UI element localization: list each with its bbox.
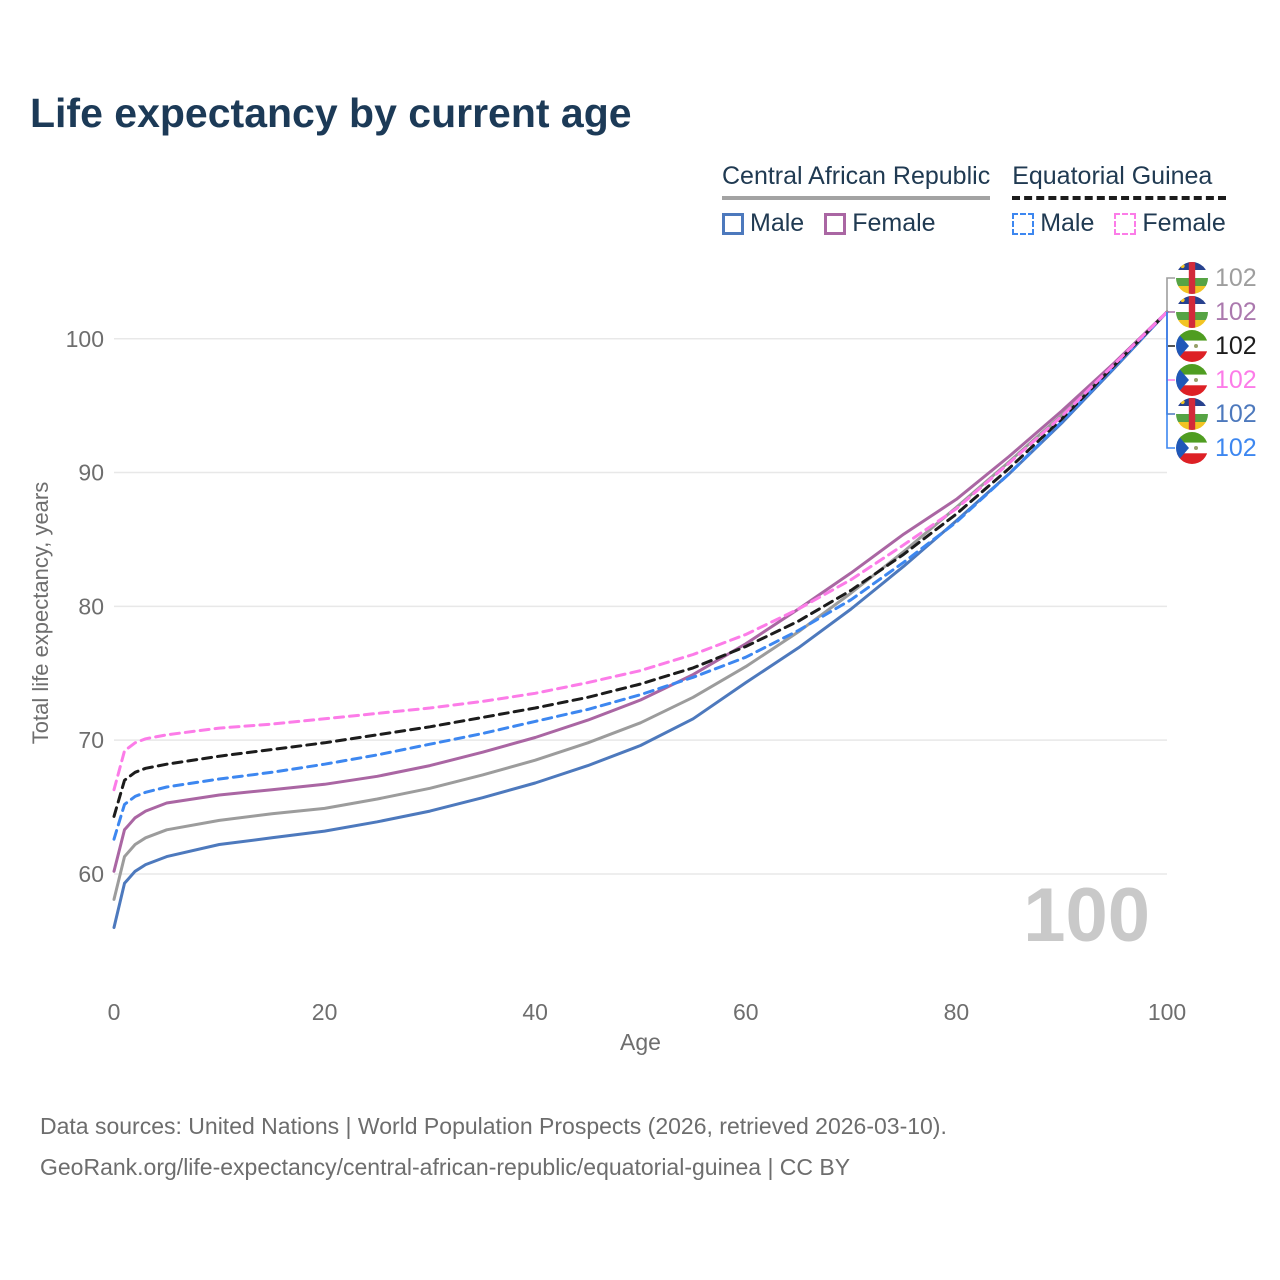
footer-data-sources: Data sources: United Nations | World Pop… (40, 1113, 947, 1139)
age-watermark: 100 (1023, 873, 1150, 958)
end-label-equatorial-guinea-female[interactable]: 102 (1176, 363, 1257, 397)
series-line-equatorial-guinea[interactable] (112, 310, 1169, 818)
end-label-value: 102 (1215, 332, 1257, 360)
leader-line-0 (1166, 277, 1175, 312)
legend-swatch-eg-female (1114, 212, 1137, 235)
y-axis-title: Total life expectancy, years (28, 482, 53, 745)
end-label-equatorial-guinea[interactable]: 102 (1176, 329, 1257, 363)
series-line-equatorial-guinea-female[interactable] (112, 310, 1169, 792)
x-tick-20: 20 (312, 999, 338, 1025)
legend-group-title[interactable]: Central African Republic (722, 162, 991, 190)
y-tick-100: 100 (66, 326, 104, 352)
legend-underline-solid (722, 196, 991, 200)
x-tick-100: 100 (1148, 999, 1186, 1025)
leader-line-5 (1166, 312, 1175, 449)
central-african-republic-flag-icon (1176, 296, 1208, 328)
end-label-value: 102 (1215, 434, 1257, 462)
y-tick-80: 80 (78, 593, 104, 619)
legend-group-central-african-republic: Central African Republic Male Female (722, 162, 991, 238)
legend-item-car-male[interactable]: Male (722, 209, 804, 238)
end-label-value: 102 (1215, 366, 1257, 394)
legend-item-eg-male[interactable]: Male (1012, 209, 1094, 238)
legend-item-car-female[interactable]: Female (824, 209, 936, 238)
central-african-republic-flag-icon (1176, 262, 1208, 294)
end-label-central-african-republic-male[interactable]: 102 (1176, 397, 1257, 431)
legend-item-eg-female[interactable]: Female (1114, 209, 1226, 238)
y-tick-70: 70 (78, 727, 104, 753)
equatorial-guinea-flag-icon (1176, 330, 1208, 362)
legend-underline-dashed (1012, 196, 1226, 200)
end-label-value: 102 (1215, 400, 1257, 428)
x-axis-title: Age (620, 1029, 661, 1055)
legend-swatch-car-female (824, 212, 847, 235)
y-tick-60: 60 (78, 861, 104, 887)
line-chart[interactable]: 60 70 80 90 100 0 20 40 60 80 100 Age Total life exp… (0, 0, 1280, 1080)
x-tick-0: 0 (108, 999, 121, 1025)
series-line-equatorial-guinea-male[interactable] (112, 310, 1169, 841)
x-tick-60: 60 (733, 999, 759, 1025)
series-line-central-african-republic-male[interactable] (112, 310, 1169, 929)
legend-item-label: Male (1040, 209, 1095, 237)
legend: Central African Republic Male Female Equ… (722, 162, 1252, 238)
equatorial-guinea-flag-icon (1176, 364, 1208, 396)
legend-swatch-car-male (722, 212, 744, 235)
legend-group-title[interactable]: Equatorial Guinea (1012, 162, 1213, 190)
legend-group-equatorial-guinea: Equatorial Guinea Male Female (1012, 162, 1226, 238)
footer-attribution[interactable]: GeoRank.org/life-expectancy/central-afri… (40, 1154, 851, 1180)
end-label-central-african-republic-female[interactable]: 102 (1176, 295, 1257, 329)
end-label-equatorial-guinea-male[interactable]: 102 (1176, 431, 1257, 465)
x-tick-40: 40 (522, 999, 548, 1025)
leader-line-4 (1166, 312, 1175, 415)
legend-swatch-eg-male (1012, 212, 1035, 235)
legend-item-label: Female (852, 209, 936, 237)
x-tick-80: 80 (944, 999, 970, 1025)
y-tick-90: 90 (78, 460, 104, 486)
series-line-central-african-republic-female[interactable] (112, 310, 1169, 873)
equatorial-guinea-flag-icon (1176, 432, 1208, 464)
legend-item-label: Male (750, 209, 805, 237)
legend-item-label: Female (1142, 209, 1226, 237)
central-african-republic-flag-icon (1176, 398, 1208, 430)
end-label-value: 102 (1215, 298, 1257, 326)
leader-line-2 (1166, 312, 1175, 347)
end-label-value: 102 (1215, 264, 1257, 292)
end-label-central-african-republic[interactable]: 102 (1176, 261, 1257, 295)
page-title: Life expectancy by current age (30, 90, 632, 136)
footer: Data sources: United Nations | World Pop… (40, 1106, 1240, 1188)
